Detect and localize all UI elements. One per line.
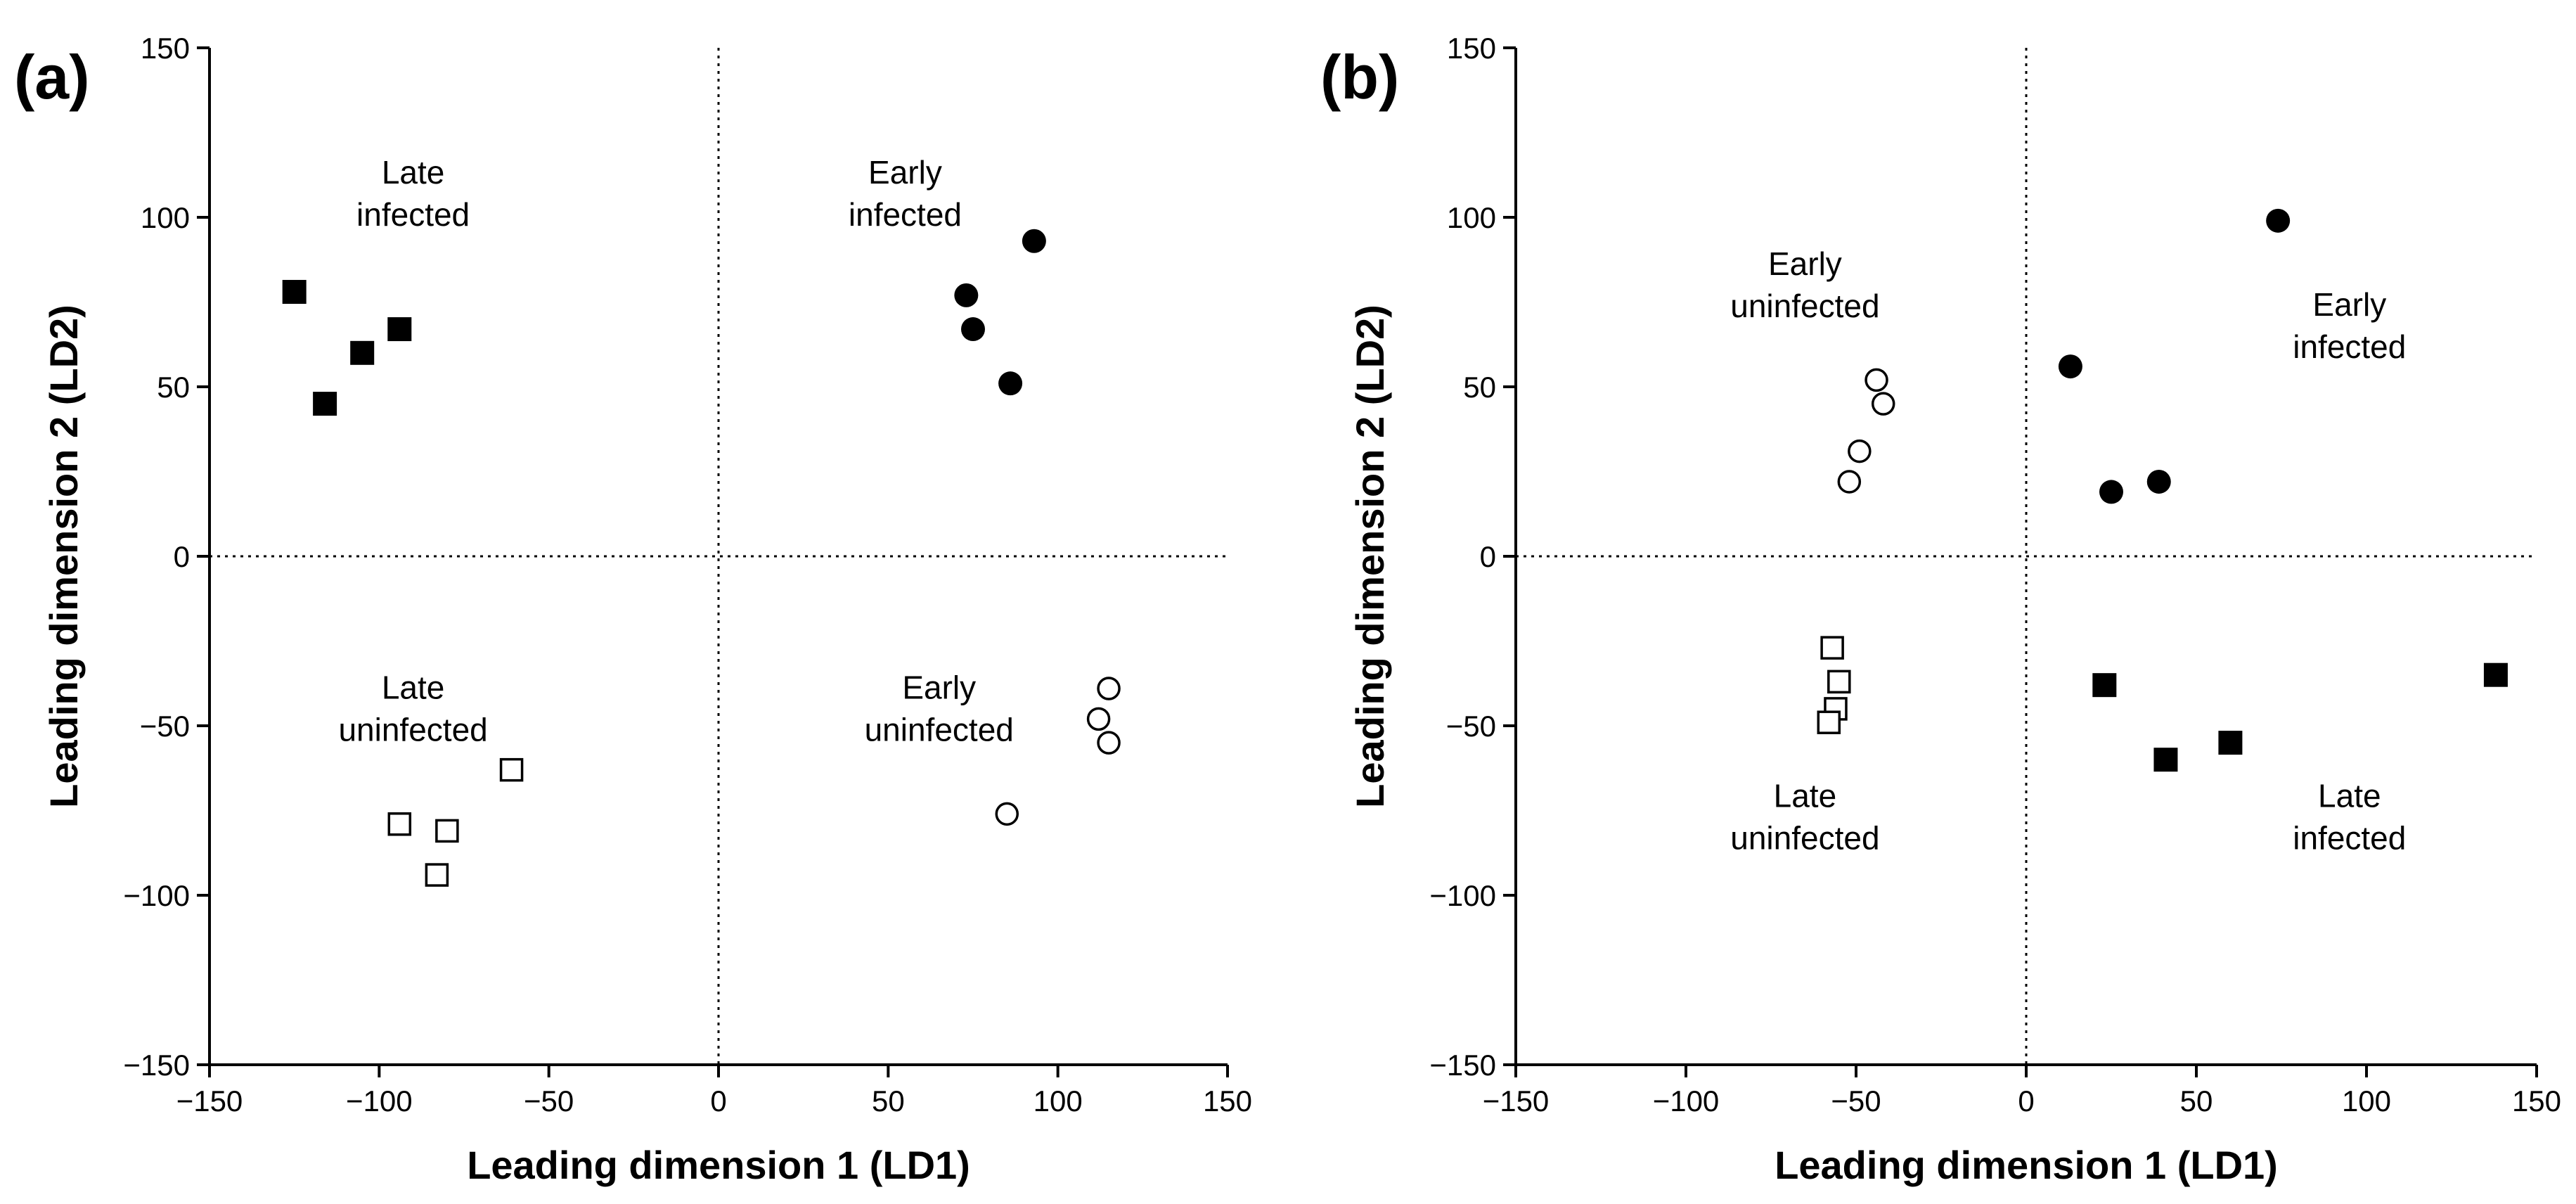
quadrant-label: Early [1768, 245, 1842, 282]
panel-label: (a) [14, 42, 90, 112]
marker-open-square [1827, 670, 1851, 694]
x-tick-label: −50 [524, 1084, 574, 1117]
y-tick-label: 0 [1480, 540, 1496, 573]
marker-open-circle [1871, 392, 1895, 416]
y-tick-label: −150 [123, 1049, 190, 1082]
marker-open-circle [1848, 439, 1872, 463]
marker-open-square [425, 863, 449, 887]
marker-filled-circle [2099, 480, 2123, 504]
quadrant-label: uninfected [1730, 288, 1879, 324]
y-tick-label: 150 [141, 32, 190, 65]
marker-open-square [387, 812, 412, 836]
quadrant-label: Early [902, 669, 976, 705]
y-tick-label: 50 [1463, 371, 1496, 404]
marker-open-square [435, 819, 459, 843]
x-tick-label: 100 [2342, 1084, 2391, 1117]
marker-open-square [1820, 636, 1844, 660]
marker-open-square [499, 757, 524, 782]
quadrant-label: Early [2312, 286, 2386, 323]
y-tick-label: −50 [1446, 710, 1496, 743]
quadrant-label: infected [849, 196, 962, 233]
quadrant-label: infected [2293, 328, 2406, 365]
quadrant-label: Early [868, 154, 942, 191]
y-tick-label: 0 [174, 540, 190, 573]
quadrant-label: uninfected [338, 711, 487, 748]
panel-b: (b) −150−150 −100 −100 −50 −50 0 0 50 50 100 100 150… [1320, 32, 2561, 1187]
marker-filled-square [2483, 662, 2508, 687]
quadrant-label: Late [382, 669, 445, 705]
marker-filled-square [2092, 673, 2117, 698]
x-axis-title: Leading dimension 1 (LD1) [467, 1143, 970, 1187]
marker-open-square [1817, 710, 1841, 734]
marker-filled-square [313, 392, 337, 416]
x-axis-title: Leading dimension 1 (LD1) [1775, 1143, 2278, 1187]
x-tick-label: −100 [1653, 1084, 1720, 1117]
y-tick-label: −50 [140, 710, 190, 743]
y-tick-label: 100 [141, 201, 190, 234]
panel-a: (a) −150−150 −100 −100 −50 −50 0 0 50 50 100 100 150… [14, 32, 1252, 1187]
marker-open-circle [1837, 470, 1862, 494]
quadrant-label: uninfected [1730, 820, 1879, 857]
quadrant-label: infected [2293, 820, 2406, 857]
y-axis-title: Leading dimension 2 (LD2) [1348, 305, 1392, 808]
y-tick-label: 100 [1447, 201, 1496, 234]
marker-open-circle [1086, 707, 1111, 731]
marker-open-circle [1865, 368, 1888, 392]
x-tick-label: 0 [2018, 1084, 2034, 1117]
x-tick-label: 50 [872, 1084, 905, 1117]
x-tick-label: 0 [710, 1084, 726, 1117]
marker-filled-circle [998, 371, 1023, 396]
x-tick-label: −150 [1483, 1084, 1550, 1117]
marker-filled-circle [954, 283, 979, 307]
y-tick-label: 50 [157, 371, 190, 404]
marker-filled-square [2153, 748, 2178, 772]
y-tick-label: −100 [123, 879, 190, 912]
x-tick-label: 50 [2180, 1084, 2213, 1117]
quadrant-label: Late [1774, 778, 1837, 814]
marker-filled-square [350, 340, 375, 365]
quadrant-label: Late [382, 154, 445, 191]
y-tick-label: 150 [1447, 32, 1496, 65]
x-tick-label: −50 [1831, 1084, 1881, 1117]
quadrant-label: infected [356, 196, 470, 233]
x-tick-label: 150 [2512, 1084, 2561, 1117]
marker-filled-circle [2058, 354, 2082, 379]
quadrant-label: uninfected [865, 711, 1014, 748]
y-tick-label: −100 [1429, 879, 1496, 912]
marker-filled-square [282, 280, 307, 305]
x-tick-label: −100 [346, 1084, 413, 1117]
marker-filled-circle [2266, 208, 2291, 233]
x-tick-label: 100 [1033, 1084, 1083, 1117]
marker-filled-circle [2146, 469, 2171, 494]
marker-filled-square [2218, 731, 2243, 755]
y-axis-title: Leading dimension 2 (LD2) [41, 305, 86, 808]
marker-open-circle [1097, 677, 1121, 700]
quadrant-label: Late [2318, 778, 2381, 814]
marker-filled-square [387, 317, 412, 342]
x-tick-label: 150 [1203, 1084, 1252, 1117]
y-tick-label: −150 [1429, 1049, 1496, 1082]
marker-open-circle [1097, 731, 1121, 755]
marker-filled-circle [1022, 229, 1046, 253]
marker-open-circle [995, 802, 1019, 826]
x-tick-label: −150 [176, 1084, 243, 1117]
marker-filled-circle [961, 317, 985, 342]
panel-label: (b) [1320, 42, 1399, 112]
